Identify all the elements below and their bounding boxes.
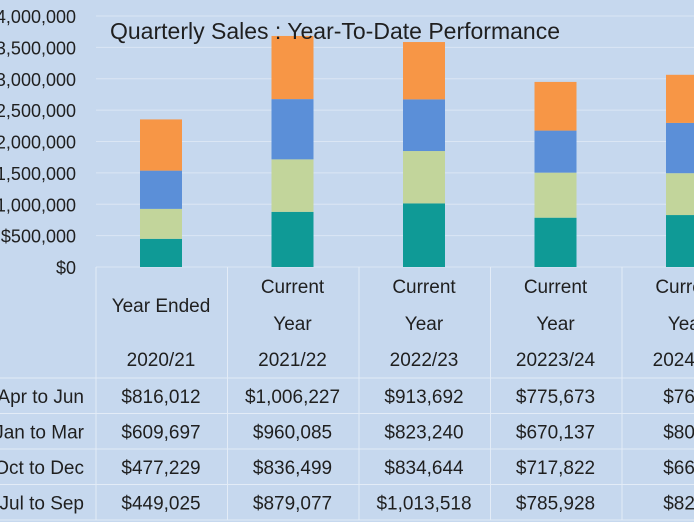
table-cell: $960,085: [253, 423, 332, 444]
table-cell: $1,006,227: [245, 387, 340, 408]
bar-segment: [534, 81, 577, 131]
x-tick-label: 2021/22: [258, 350, 327, 371]
x-tick-label: Current: [524, 277, 588, 298]
bar-segment: [534, 217, 577, 267]
table-cell: $823,240: [384, 423, 463, 444]
bar-segment: [403, 151, 445, 204]
x-tick-label: Year: [536, 314, 575, 335]
table-cell: $667,: [663, 458, 694, 479]
x-tick-label: Current: [392, 277, 456, 298]
bar-segment: [140, 238, 182, 267]
y-tick-label: $500,000: [1, 227, 76, 247]
y-tick-label: $2,000,000: [0, 133, 76, 153]
bar-segment: [403, 203, 445, 267]
table-cell: $449,025: [121, 494, 200, 515]
y-tick-label: $4,000,000: [0, 7, 76, 27]
y-tick-label: $1,500,000: [0, 164, 76, 184]
table-cell: $836,499: [253, 458, 332, 479]
x-tick-label: 2022/23: [390, 350, 459, 371]
table-cell: $670,137: [516, 423, 595, 444]
x-tick-label: Year: [273, 314, 312, 335]
table-cell: $775,673: [516, 387, 595, 408]
x-tick-label: Year: [405, 314, 444, 335]
table-cell: $609,697: [121, 423, 200, 444]
x-tick-label: 20223/24: [516, 350, 596, 371]
table-row-label: Apr to Jun: [0, 387, 84, 408]
x-tick-label: Current: [655, 277, 694, 298]
table-cell: $1,013,518: [376, 494, 471, 515]
table-cell: $834,644: [384, 458, 464, 479]
bar-segment: [140, 208, 182, 239]
table-cell: $816,012: [121, 387, 200, 408]
bar-segment: [271, 35, 314, 100]
y-tick-label: $3,500,000: [0, 38, 76, 58]
y-tick-label: $3,000,000: [0, 70, 76, 90]
x-tick-label: Current: [261, 277, 325, 298]
table-cell: $785,928: [516, 494, 595, 515]
bar-segment: [403, 99, 445, 152]
bar-segment: [666, 173, 694, 216]
table-cell: $767,: [663, 387, 694, 408]
x-tick-label: Year: [668, 314, 694, 335]
table-row-label: Jul to Sep: [0, 494, 84, 515]
y-tick-label: $2,500,000: [0, 101, 76, 121]
x-tick-label: Year Ended: [112, 296, 211, 317]
bar-segment: [666, 215, 694, 267]
bar-segment: [271, 99, 314, 160]
table-row-label: Oct to Dec: [0, 458, 84, 479]
table-cell: $717,822: [516, 458, 595, 479]
chart-title: Quarterly Sales : Year-To-Date Performan…: [110, 18, 560, 44]
y-tick-label: $0: [56, 258, 76, 278]
table-row-label: Jan to Mar: [0, 423, 85, 444]
bar-segment: [666, 74, 694, 123]
bar-segment: [403, 42, 445, 100]
table-cell: $828,: [663, 494, 694, 515]
table-cell: $801,: [663, 423, 694, 444]
table-cell: $879,077: [253, 494, 332, 515]
bar-segment: [534, 130, 577, 173]
bar-segment: [140, 119, 182, 171]
bar-segment: [140, 170, 182, 209]
bar-segment: [271, 211, 314, 267]
bar-segment: [534, 172, 577, 218]
table-cell: $477,229: [121, 458, 200, 479]
x-tick-label: 2024/25: [653, 350, 694, 371]
table-cell: $913,692: [384, 387, 463, 408]
bar-segment: [666, 122, 694, 174]
y-tick-label: $1,000,000: [0, 195, 76, 215]
x-tick-label: 2020/21: [127, 350, 196, 371]
bar-segment: [271, 159, 314, 212]
